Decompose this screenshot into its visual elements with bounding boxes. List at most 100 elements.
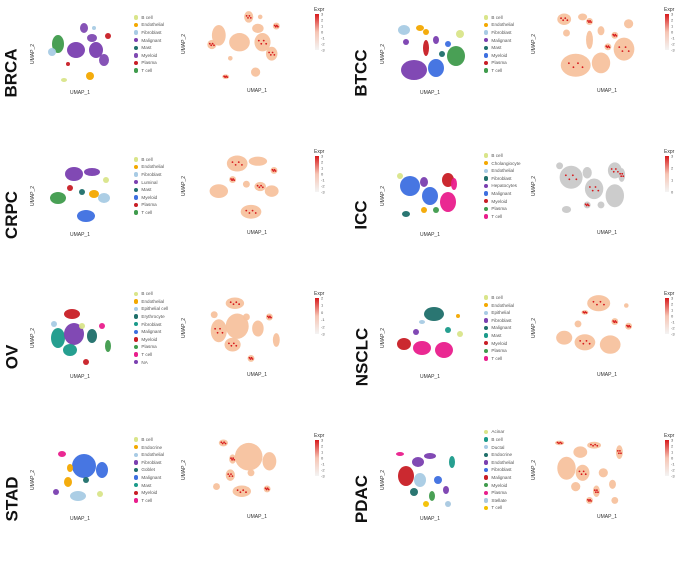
legend-label: Endothelial: [141, 298, 165, 304]
legend-label: Plasma: [141, 344, 157, 350]
cluster-blob-b-cell: [456, 30, 464, 38]
legend-item: Myeloid: [484, 197, 521, 205]
cluster-blob-fibroblast: [51, 328, 65, 348]
high-expression-dot: [227, 473, 230, 475]
legend-swatch: [134, 15, 139, 20]
panel-label: NSCLC: [350, 327, 374, 387]
cluster-blob-plasma: [105, 33, 111, 39]
cluster-blob-mast: [445, 327, 451, 333]
legend-swatch: [484, 160, 489, 166]
legend-swatch: [134, 60, 139, 66]
legend-item: Fibroblast: [484, 175, 521, 183]
high-expression-dot: [594, 491, 597, 494]
y-axis-label: UMAP_2: [30, 470, 36, 490]
expression-blob: [244, 11, 254, 23]
high-expression-dot: [269, 54, 272, 56]
cell-type-legend: B cell Endothelial Fibroblast Luminal Mast My…: [134, 156, 164, 217]
expression-blob: [574, 334, 596, 351]
legend-label: Plasma: [491, 206, 507, 212]
legend-label: Endothelial: [141, 452, 165, 458]
cluster-blob-plasma: [423, 40, 429, 56]
cluster-blob-myeloid: [83, 359, 89, 365]
high-expression-dot: [228, 342, 230, 345]
high-expression-dot: [232, 457, 235, 460]
high-expression-dot: [564, 17, 567, 20]
legend-label: Goblet: [141, 467, 155, 473]
legend-label: T cell: [491, 505, 503, 511]
high-expression-dot: [241, 164, 243, 166]
cluster-blob-t-cell: [440, 192, 456, 212]
legend-swatch: [484, 68, 489, 73]
legend-item: T cell: [134, 67, 164, 75]
high-expression-dot: [585, 204, 588, 207]
legend-item: Endothelial: [484, 167, 521, 175]
legend-label: B cell: [141, 156, 153, 162]
expression-blob: [232, 485, 251, 497]
legend-item: B cell: [484, 294, 514, 302]
high-expression-dot: [262, 39, 265, 42]
colorbar-tick-label: 1: [671, 450, 674, 455]
panel-label-text: BRCA: [2, 48, 22, 98]
legend-item: Epithelial: [484, 309, 514, 317]
legend-label: Plasma: [491, 348, 507, 354]
legend-label: T cell: [491, 213, 503, 219]
legend-swatch: [484, 340, 489, 346]
panel-icc: ICC UMAP_1 UMAP_2 B cell Cholangiocyte Endoth…: [350, 142, 699, 284]
legend-item: Epithelial cell: [134, 305, 168, 313]
legend-swatch: [484, 318, 489, 323]
high-expression-dot: [589, 498, 591, 501]
cluster-blob-hepatocytes: [420, 177, 428, 187]
legend-label: B cell: [491, 295, 503, 301]
legend-swatch: [484, 444, 489, 450]
colorbar-tick-label: -2: [671, 468, 675, 473]
high-expression-dot: [234, 164, 237, 166]
high-expression-dot: [621, 172, 624, 175]
x-axis-label: UMAP_1: [597, 372, 617, 378]
expression-blob: [591, 52, 611, 74]
legend-swatch: [134, 490, 139, 495]
x-axis-label: UMAP_1: [597, 230, 617, 236]
cluster-umap-plot: UMAP_1 UMAP_2: [380, 25, 465, 96]
legend-item: B cell: [134, 14, 164, 22]
high-expression-dot: [245, 209, 248, 212]
cluster-blob-fibroblast: [402, 211, 410, 217]
colorbar-title: Expr: [314, 433, 325, 439]
colorbar: [315, 156, 319, 192]
legend-item: Plasma: [484, 347, 514, 355]
high-expression-dot: [258, 186, 261, 189]
colorbar-title: Expr: [314, 149, 325, 155]
cluster-blob-malignant: [67, 42, 85, 58]
colorbar-tick-label: 3: [671, 154, 674, 159]
legend-item: Malignant: [134, 36, 164, 44]
legend-swatch: [134, 291, 139, 296]
high-expression-dot: [274, 170, 277, 172]
cluster-blob-malignant: [401, 60, 427, 80]
legend-swatch: [134, 164, 139, 170]
colorbar-title: Expr: [314, 291, 325, 297]
legend-swatch: [484, 206, 489, 211]
legend-swatch: [484, 437, 489, 442]
high-expression-dot: [236, 489, 239, 492]
high-expression-dot: [226, 76, 229, 78]
colorbar-title: Expr: [664, 291, 675, 297]
y-axis-label: UMAP_2: [380, 186, 386, 206]
panel-label: ICC: [350, 185, 374, 245]
cluster-blob-b-cell: [457, 331, 463, 337]
high-expression-dot: [211, 42, 214, 45]
high-expression-dot: [599, 300, 602, 303]
legend-item: Malignant: [484, 190, 521, 198]
high-expression-dot: [582, 342, 585, 345]
expression-blob: [597, 26, 605, 36]
high-expression-dot: [242, 489, 245, 492]
legend-label: Endothelial: [141, 22, 165, 28]
legend-item: Fibroblast: [484, 29, 514, 37]
expression-blob: [228, 56, 233, 61]
legend-item: B cell: [484, 14, 514, 22]
high-expression-dot: [264, 487, 267, 490]
legend-label: T cell: [141, 210, 153, 216]
x-axis-label: UMAP_1: [247, 88, 267, 94]
legend-label: Fibroblast: [491, 175, 512, 181]
expression-blob: [624, 19, 634, 29]
x-axis-label: UMAP_1: [70, 516, 90, 522]
legend-label: Endothelial: [141, 164, 165, 170]
